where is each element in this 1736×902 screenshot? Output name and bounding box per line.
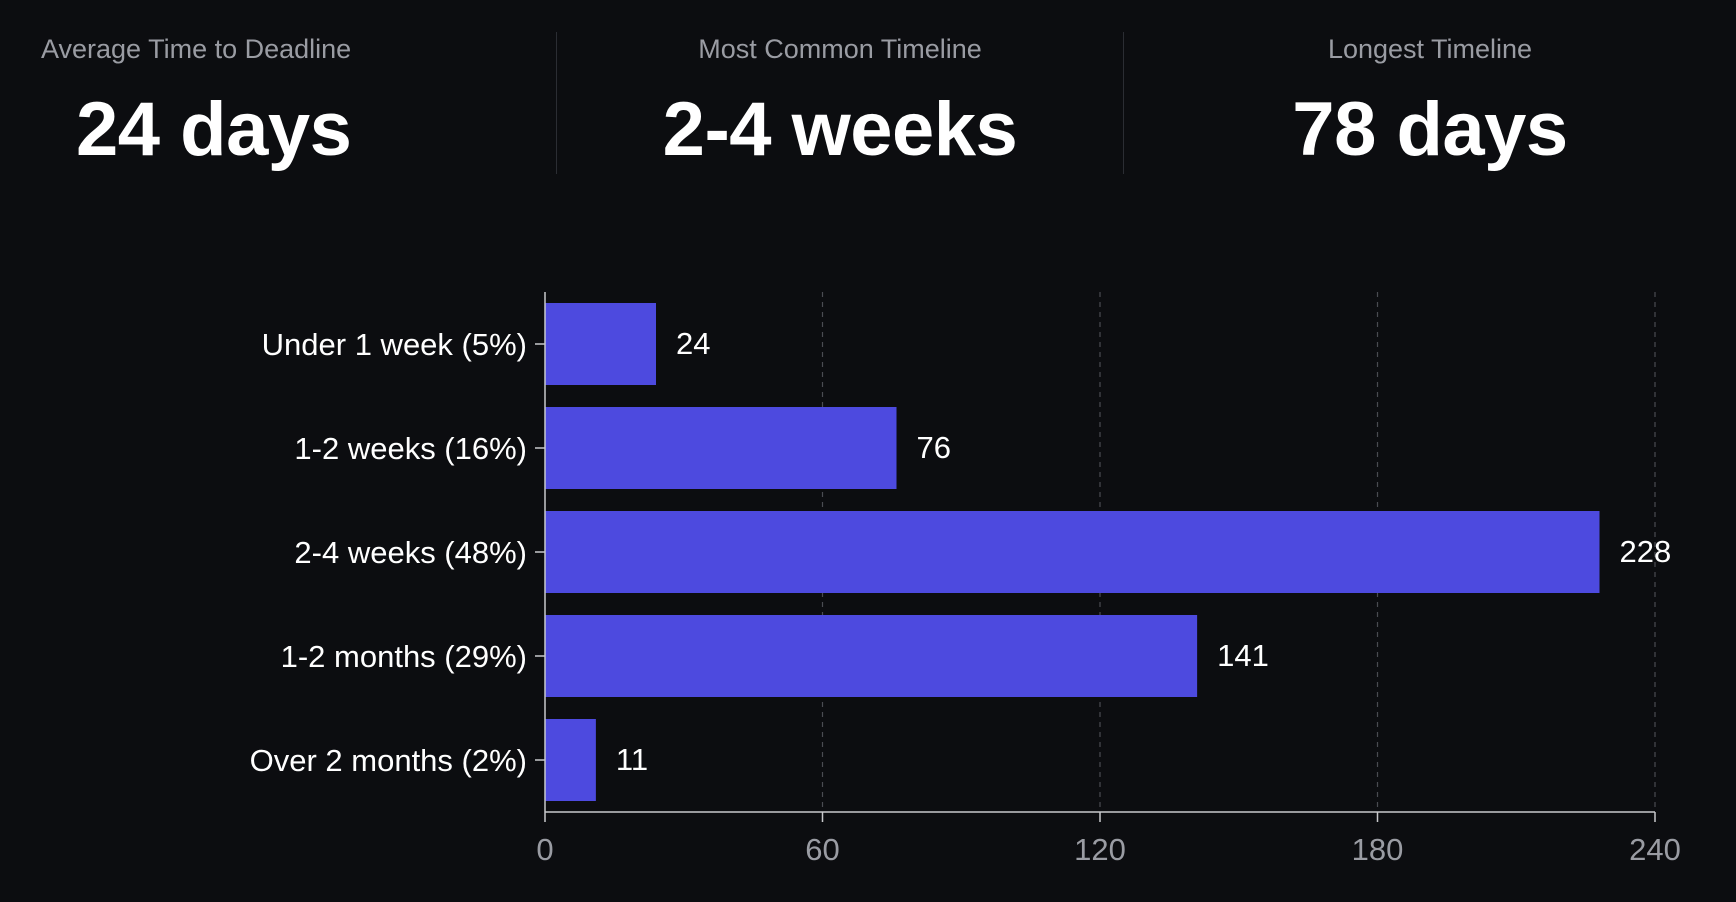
bar (545, 303, 656, 385)
stat-average-time: Average Time to Deadline 24 days (0, 0, 556, 180)
stat-label: Average Time to Deadline (41, 34, 352, 64)
stat-label: Most Common Timeline (698, 34, 982, 64)
stat-label: Longest Timeline (1327, 34, 1533, 64)
x-tick-label: 60 (805, 832, 839, 867)
category-label: 1-2 months (29%) (281, 639, 527, 674)
category-label: Under 1 week (5%) (262, 327, 527, 362)
stat-longest: Longest Timeline 78 days (1124, 0, 1736, 180)
x-tick-label: 180 (1352, 832, 1404, 867)
bar-value-label: 228 (1620, 534, 1672, 569)
x-tick-label: 120 (1074, 832, 1126, 867)
stat-divider (1123, 32, 1124, 174)
x-tick-label: 0 (536, 832, 553, 867)
stat-value: 2-4 weeks (662, 87, 1018, 172)
category-label: 2-4 weeks (48%) (294, 535, 527, 570)
bar-value-label: 11 (616, 742, 648, 777)
stat-divider (556, 32, 557, 174)
stat-value: 24 days (76, 87, 352, 172)
bar (545, 719, 596, 801)
bar-layer: 24 76 228 141 11 (545, 303, 1671, 801)
stats-row: Average Time to Deadline 24 days Most Co… (0, 0, 1736, 180)
category-label: Over 2 months (2%) (250, 743, 527, 778)
stat-value: 78 days (1292, 87, 1568, 172)
bar-value-label: 141 (1217, 638, 1269, 673)
x-tick-label: 240 (1629, 832, 1681, 867)
stat-most-common: Most Common Timeline 2-4 weeks (557, 0, 1123, 180)
bar-value-label: 24 (676, 326, 710, 361)
bar (545, 511, 1600, 593)
bar (545, 615, 1198, 697)
bar (545, 407, 897, 489)
category-label: 1-2 weeks (16%) (294, 431, 527, 466)
axis-layer: Under 1 week (5%) 1-2 weeks (16%) 2-4 week… (250, 292, 1681, 867)
bar-value-label: 76 (917, 430, 951, 465)
